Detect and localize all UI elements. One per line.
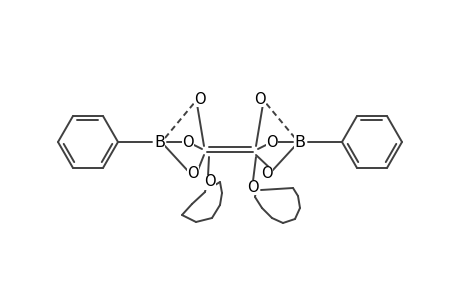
Text: B: B xyxy=(154,134,165,149)
Text: O: O xyxy=(246,179,258,194)
Text: O: O xyxy=(261,166,272,181)
Text: O: O xyxy=(266,134,277,149)
Text: O: O xyxy=(182,134,193,149)
Text: O: O xyxy=(254,92,265,106)
Text: B: B xyxy=(294,134,305,149)
Text: O: O xyxy=(187,166,198,181)
Text: O: O xyxy=(194,92,205,106)
Text: O: O xyxy=(204,175,215,190)
